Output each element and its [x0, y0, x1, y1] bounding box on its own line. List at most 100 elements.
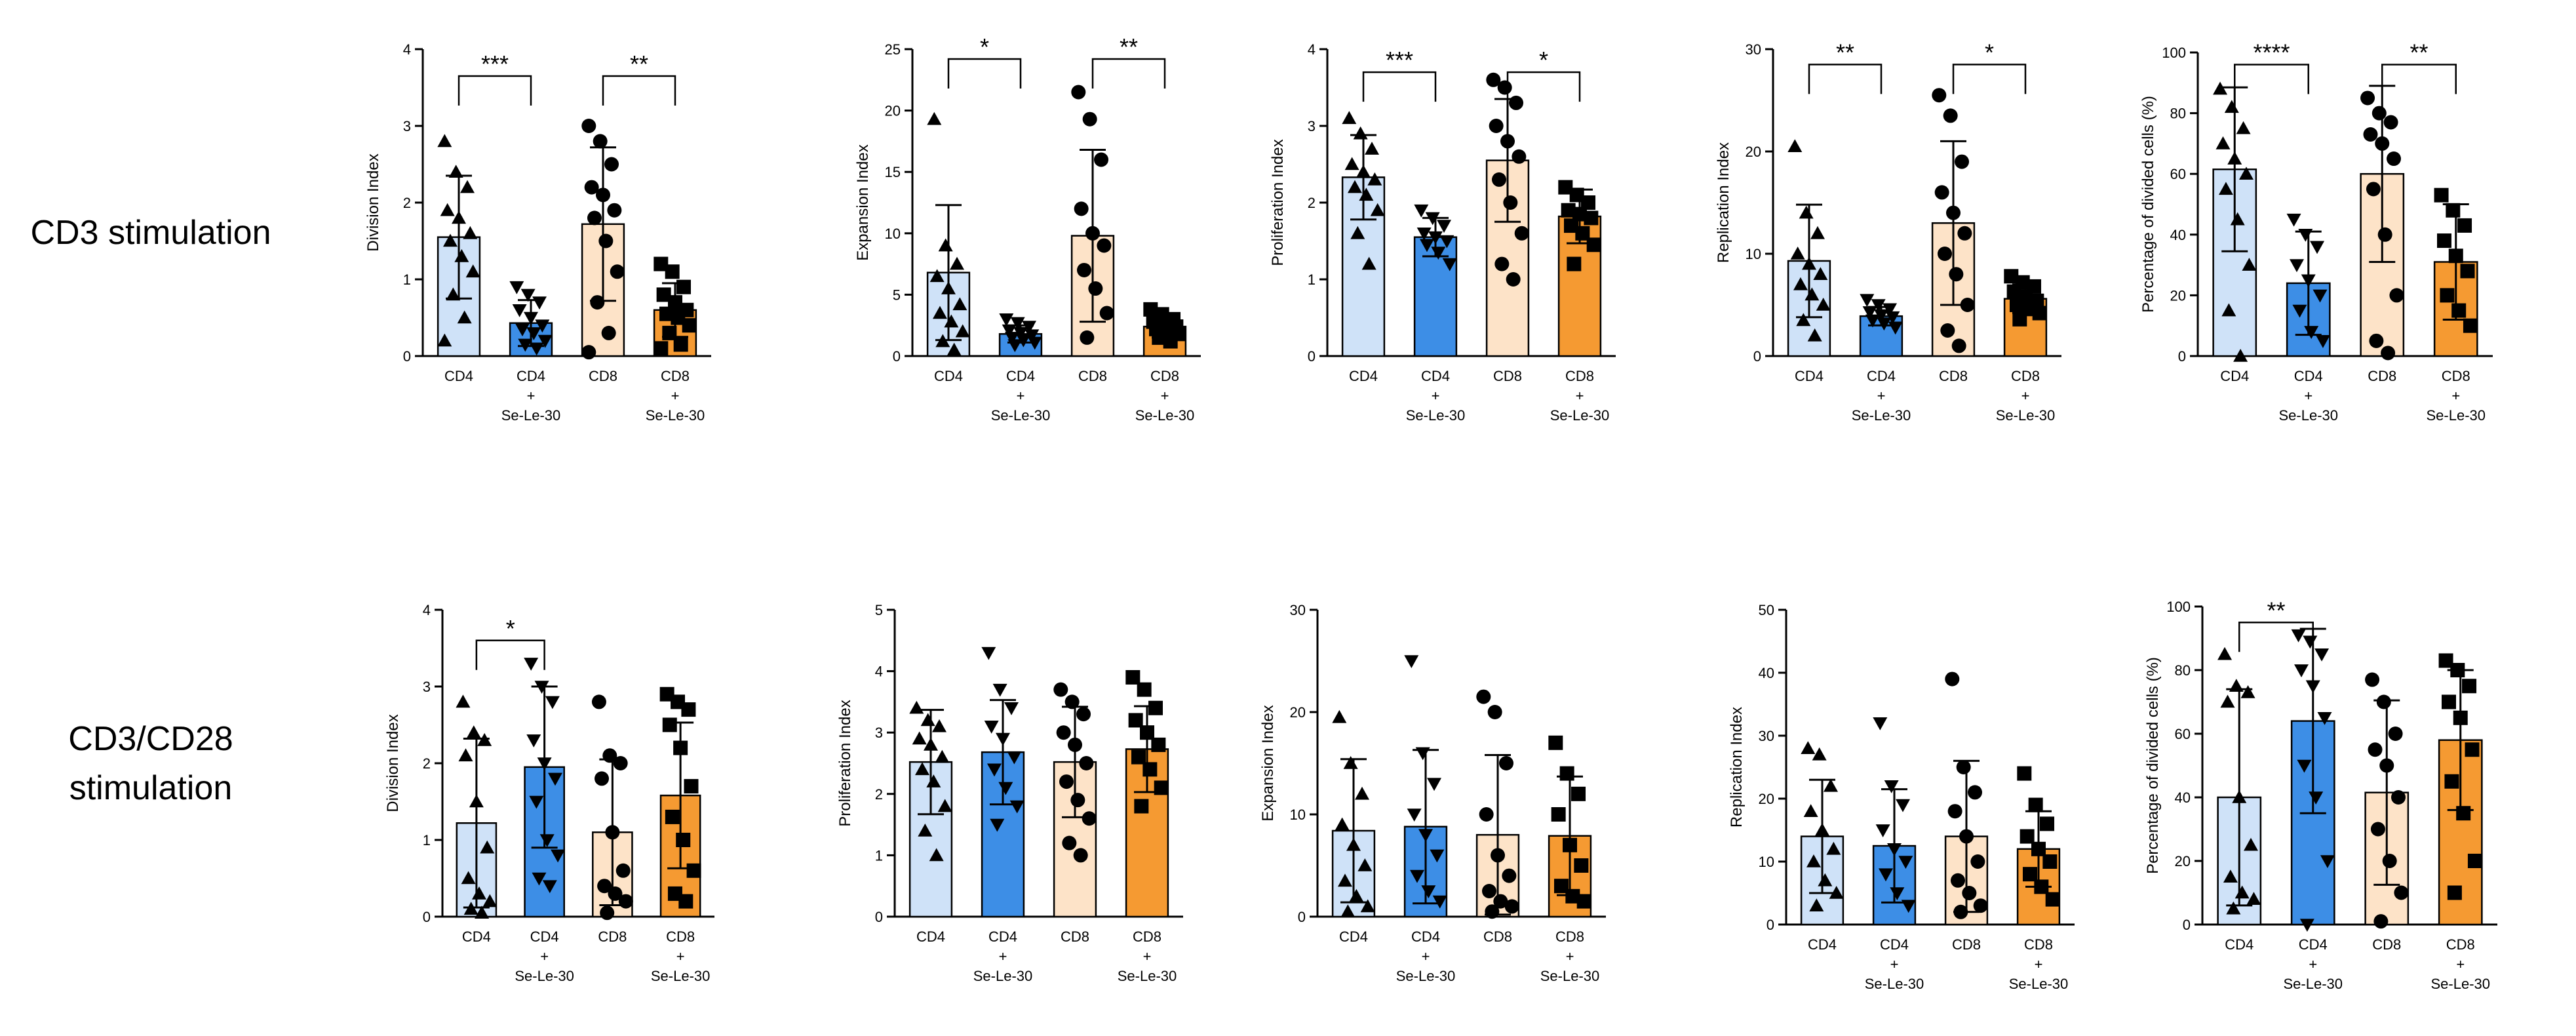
data-point-square — [2017, 766, 2032, 781]
row-label-cd3-stimulation: CD3 stimulation — [13, 209, 288, 258]
data-point-triangle-down — [1865, 314, 1880, 328]
x-tick-label: CD4 — [1411, 928, 1440, 945]
data-point-circle — [1476, 689, 1491, 704]
y-tick-label: 0 — [1766, 917, 1774, 933]
data-point-triangle — [2223, 869, 2238, 883]
data-point-triangle — [1350, 226, 1365, 239]
data-point-triangle-down — [1887, 843, 1902, 856]
y-tick-label: 4 — [403, 41, 411, 58]
data-point-triangle-down — [996, 732, 1010, 746]
data-point-triangle — [1332, 709, 1347, 723]
data-point-triangle-down — [537, 757, 552, 770]
data-point-triangle — [2215, 136, 2231, 149]
y-tick-label: 0 — [1308, 348, 1316, 365]
data-point-square — [1152, 330, 1167, 345]
data-point-circle — [1940, 323, 1955, 338]
data-point-triangle-down — [547, 772, 562, 786]
data-point-triangle-down — [1009, 800, 1025, 814]
data-point-circle — [2373, 914, 2389, 929]
x-tick-label: + — [2304, 388, 2313, 404]
x-tick-label: + — [999, 948, 1007, 965]
data-point-triangle-down — [1007, 339, 1023, 353]
data-point-triangle-down — [509, 281, 524, 294]
data-point-triangle-down — [1416, 228, 1432, 241]
data-point-triangle-down — [1874, 309, 1888, 323]
data-point-triangle-down — [1027, 336, 1042, 350]
data-point-triangle — [1337, 873, 1352, 887]
data-point-triangle-down — [2315, 335, 2330, 348]
data-point-triangle — [1367, 172, 1382, 186]
y-tick-label: 0 — [1298, 909, 1306, 925]
data-point-circle — [607, 203, 622, 218]
data-point-square — [2462, 679, 2477, 694]
data-point-circle — [1053, 682, 1068, 697]
x-tick-label: CD8 — [598, 928, 627, 945]
y-tick-label: 0 — [2183, 917, 2191, 933]
x-tick-label: + — [1432, 388, 1440, 404]
data-point-triangle — [924, 737, 938, 751]
data-point-triangle — [1799, 205, 1814, 219]
data-point-square — [2450, 663, 2465, 677]
data-point-triangle — [463, 226, 478, 239]
data-point-triangle — [1829, 886, 1844, 899]
data-point-triangle — [1790, 247, 1805, 260]
x-tick-label: CD4 — [916, 928, 945, 945]
x-tick-label: Se-Le-30 — [501, 407, 561, 424]
chart-panel-r1c4: 0 10 20 30 Replication Index CD4 CD4 + Se-Le-30 C… — [1715, 39, 2061, 424]
chart-panel-r2c3: 0 10 20 30 Expansion Index CD4 CD4 + Se-Le-30 CD8… — [1259, 602, 1606, 984]
significance-label: ** — [1120, 33, 1138, 60]
data-point-circle — [1097, 238, 1112, 253]
data-point-square — [1548, 735, 1563, 750]
y-tick-label: 20 — [2175, 853, 2191, 869]
data-point-triangle — [952, 297, 967, 311]
data-point-triangle-down — [1878, 868, 1893, 882]
data-point-triangle — [442, 233, 458, 247]
data-point-triangle — [941, 281, 956, 294]
y-tick-label: 15 — [885, 164, 901, 180]
x-tick-label: CD8 — [2446, 936, 2475, 953]
data-point-square — [1581, 195, 1596, 210]
data-point-square — [2004, 269, 2019, 284]
data-point-square — [682, 318, 697, 333]
data-point-triangle-down — [1407, 808, 1422, 822]
data-point-circle — [2391, 790, 2406, 805]
data-point-square — [676, 279, 692, 294]
data-point-square — [1567, 256, 1582, 271]
data-point-triangle — [1807, 328, 1822, 342]
data-point-triangle — [448, 165, 463, 178]
x-tick-label: CD8 — [1939, 368, 1968, 384]
data-point-circle — [2388, 727, 2403, 741]
x-tick-label: + — [676, 948, 685, 965]
data-point-triangle — [2229, 679, 2244, 692]
data-point-triangle — [1803, 804, 1818, 817]
x-tick-label: CD4 — [1867, 368, 1896, 384]
x-tick-label: CD4 — [2299, 936, 2328, 953]
data-point-circle — [1071, 85, 1086, 100]
significance-bracket — [1808, 64, 1883, 94]
data-point-triangle — [446, 287, 461, 301]
y-tick-label: 10 — [1746, 246, 1761, 262]
data-point-triangle-down — [1896, 799, 1911, 812]
data-point-triangle-down — [1875, 824, 1890, 837]
significance-label: ** — [630, 50, 648, 77]
data-point-circle — [600, 906, 615, 921]
data-point-circle — [2370, 822, 2385, 837]
significance-bracket — [458, 75, 532, 106]
y-tick-label: 0 — [2178, 348, 2186, 365]
row-label-cd3-cd28-stimulation: CD3/CD28 stimulation — [13, 715, 288, 814]
x-tick-label: + — [2021, 388, 2030, 404]
data-point-triangle-down — [529, 795, 544, 809]
y-tick-label: 5 — [875, 602, 883, 618]
data-point-triangle — [2218, 182, 2233, 195]
data-point-triangle-down — [2309, 791, 2324, 805]
data-point-circle — [1946, 205, 1961, 220]
y-axis-title: Division Index — [384, 714, 402, 812]
data-point-square — [2448, 249, 2463, 264]
data-point-circle — [2394, 885, 2409, 900]
data-point-square — [684, 779, 699, 794]
data-point-square — [2444, 774, 2459, 789]
data-point-triangle — [926, 774, 941, 787]
data-point-triangle — [955, 324, 970, 338]
data-point-triangle-down — [1409, 869, 1424, 883]
data-point-circle — [590, 295, 605, 310]
